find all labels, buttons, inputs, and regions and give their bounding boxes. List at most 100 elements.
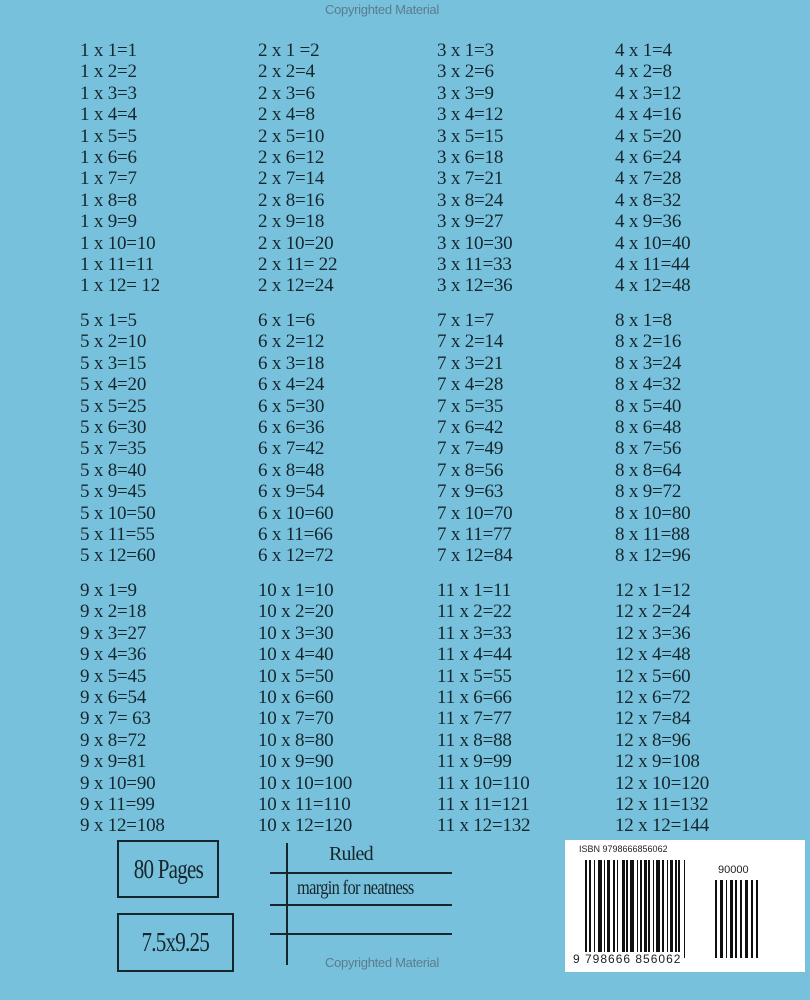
table-entry: 1 x 11=11 (80, 253, 155, 275)
table-entry: 8 x 10=80 (615, 502, 691, 524)
table-column: 5 x 1=5 5 x 2=10 5 x 3=15 5 x 4=20 5 x 5=25 5… (80, 310, 255, 567)
barcode-bar (735, 880, 737, 958)
barcode-bar (598, 860, 602, 958)
table-entry: 11 x 4=44 (437, 644, 512, 666)
table-entry: 2 x 7=14 (258, 168, 325, 190)
table-entry: 1 x 7=7 (80, 168, 137, 190)
table-entry: 4 x 11=44 (615, 253, 690, 275)
table-entry: 12 x 12=144 (615, 815, 710, 837)
table-entry: 8 x 4=32 (615, 374, 682, 396)
table-entry: 5 x 6=30 (80, 416, 147, 438)
table-entry: 10 x 1=10 (258, 580, 334, 601)
table-entry: 5 x 7=35 (80, 438, 147, 460)
table-entry: 6 x 1=6 (258, 310, 315, 331)
table-entry: 3 x 4=12 (437, 104, 504, 126)
table-entry: 1 x 10=10 (80, 232, 156, 254)
table-entry: 3 x 11=33 (437, 253, 512, 275)
barcode-bar (670, 860, 673, 958)
table-entry: 7 x 11=77 (437, 523, 512, 545)
ruled-line (270, 933, 452, 935)
table-entry: 8 x 5=40 (615, 395, 682, 417)
table-entry: 4 x 9=36 (615, 211, 682, 233)
table-entry: 4 x 3=12 (615, 82, 682, 104)
barcode-bar (720, 880, 723, 958)
watermark-bottom: Copyrighted Material (325, 955, 439, 970)
barcode-bar (684, 860, 685, 958)
barcode-bar (745, 880, 748, 958)
table-entry: 6 x 12=72 (258, 545, 334, 567)
watermark-top: Copyrighted Material (325, 2, 439, 17)
table-entry: 11 x 8=88 (437, 729, 512, 751)
table-entry: 8 x 1=8 (615, 310, 672, 331)
barcode-bar (637, 860, 638, 958)
table-entry: 3 x 2=6 (437, 61, 494, 83)
table-entry: 1 x 4=4 (80, 104, 137, 126)
table-entry: 9 x 8=72 (80, 729, 147, 751)
table-entry: 11 x 5=55 (437, 665, 512, 687)
isbn-label: ISBN 9798666856062 (579, 844, 668, 854)
table-entry: 8 x 9=72 (615, 481, 682, 503)
barcode-bar (594, 860, 595, 958)
table-entry: 2 x 1 =2 (258, 40, 320, 61)
table-entry: 1 x 1=1 (80, 40, 137, 61)
table-entry: 5 x 9=45 (80, 481, 147, 503)
ruled-label: Ruled (329, 843, 374, 865)
barcode-bar (640, 860, 642, 958)
table-entry: 4 x 8=32 (615, 189, 682, 211)
table-entry: 6 x 8=48 (258, 459, 325, 481)
isbn-barcode: ISBN 9798666856062 90000 9 798666 856062 (565, 840, 805, 972)
table-entry: 8 x 2=16 (615, 331, 682, 353)
table-entry: 6 x 10=60 (258, 502, 334, 524)
table-entry: 4 x 5=20 (615, 125, 682, 147)
table-entry: 1 x 8=8 (80, 189, 137, 211)
table-entry: 11 x 1=11 (437, 580, 512, 601)
table-column: 4 x 1=4 4 x 2=8 4 x 3=12 4 x 4=16 4 x 5=20 4 … (615, 40, 790, 297)
table-entry: 7 x 12=84 (437, 545, 513, 567)
table-entry: 9 x 9=81 (80, 751, 147, 773)
table-entry: 12 x 2=24 (615, 601, 691, 623)
barcode-bar (626, 860, 628, 958)
table-column: 6 x 1=6 6 x 2=12 6 x 3=18 6 x 4=24 6 x 5=30 6… (258, 310, 433, 567)
table-entry: 5 x 12=60 (80, 545, 156, 567)
barcode-bar (678, 860, 680, 958)
barcode-bar (756, 880, 758, 958)
table-entry: 1 x 2=2 (80, 61, 137, 83)
table-entry: 2 x 6=12 (258, 146, 325, 168)
barcode-bar (622, 860, 625, 958)
table-entry: 2 x 3=6 (258, 82, 315, 104)
table-column: 7 x 1=7 7 x 2=14 7 x 3=21 7 x 4=28 7 x 5=35 7… (437, 310, 612, 567)
table-entry: 8 x 12=96 (615, 545, 691, 567)
table-entry: 5 x 3=15 (80, 352, 147, 374)
table-entry: 12 x 6=72 (615, 686, 691, 708)
table-entry: 11 x 3=33 (437, 622, 512, 644)
ruled-line (270, 904, 452, 906)
table-entry: 6 x 7=42 (258, 438, 325, 460)
table-entry: 10 x 4=40 (258, 644, 334, 666)
table-column: 3 x 1=3 3 x 2=6 3 x 3=9 3 x 4=12 3 x 5=15 3 x… (437, 40, 612, 297)
barcode-bar (667, 860, 668, 958)
table-entry: 10 x 8=80 (258, 729, 334, 751)
size-box: 7.5x9.25 (117, 913, 234, 972)
table-entry: 10 x 12=120 (258, 815, 353, 837)
barcode-bar (656, 860, 660, 958)
table-entry: 5 x 11=55 (80, 523, 155, 545)
table-entry: 12 x 11=132 (615, 793, 709, 815)
barcode-bar (644, 860, 647, 958)
table-entry: 3 x 12=36 (437, 275, 513, 297)
table-entry: 4 x 4=16 (615, 104, 682, 126)
barcode-bar (675, 860, 677, 958)
table-entry: 7 x 6=42 (437, 416, 504, 438)
table-entry: 1 x 3=3 (80, 82, 137, 104)
table-entry: 9 x 6=54 (80, 686, 147, 708)
barcode-bar (589, 860, 591, 958)
table-entry: 1 x 9=9 (80, 211, 137, 233)
table-entry: 4 x 12=48 (615, 275, 691, 297)
table-entry: 4 x 1=4 (615, 40, 672, 61)
table-entry: 12 x 1=12 (615, 580, 691, 601)
table-entry: 1 x 6=6 (80, 146, 137, 168)
table-entry: 2 x 5=10 (258, 125, 325, 147)
table-entry: 10 x 10=100 (258, 772, 353, 794)
barcode-bar (585, 860, 587, 958)
table-entry: 11 x 6=66 (437, 686, 512, 708)
table-entry: 2 x 8=16 (258, 189, 325, 211)
